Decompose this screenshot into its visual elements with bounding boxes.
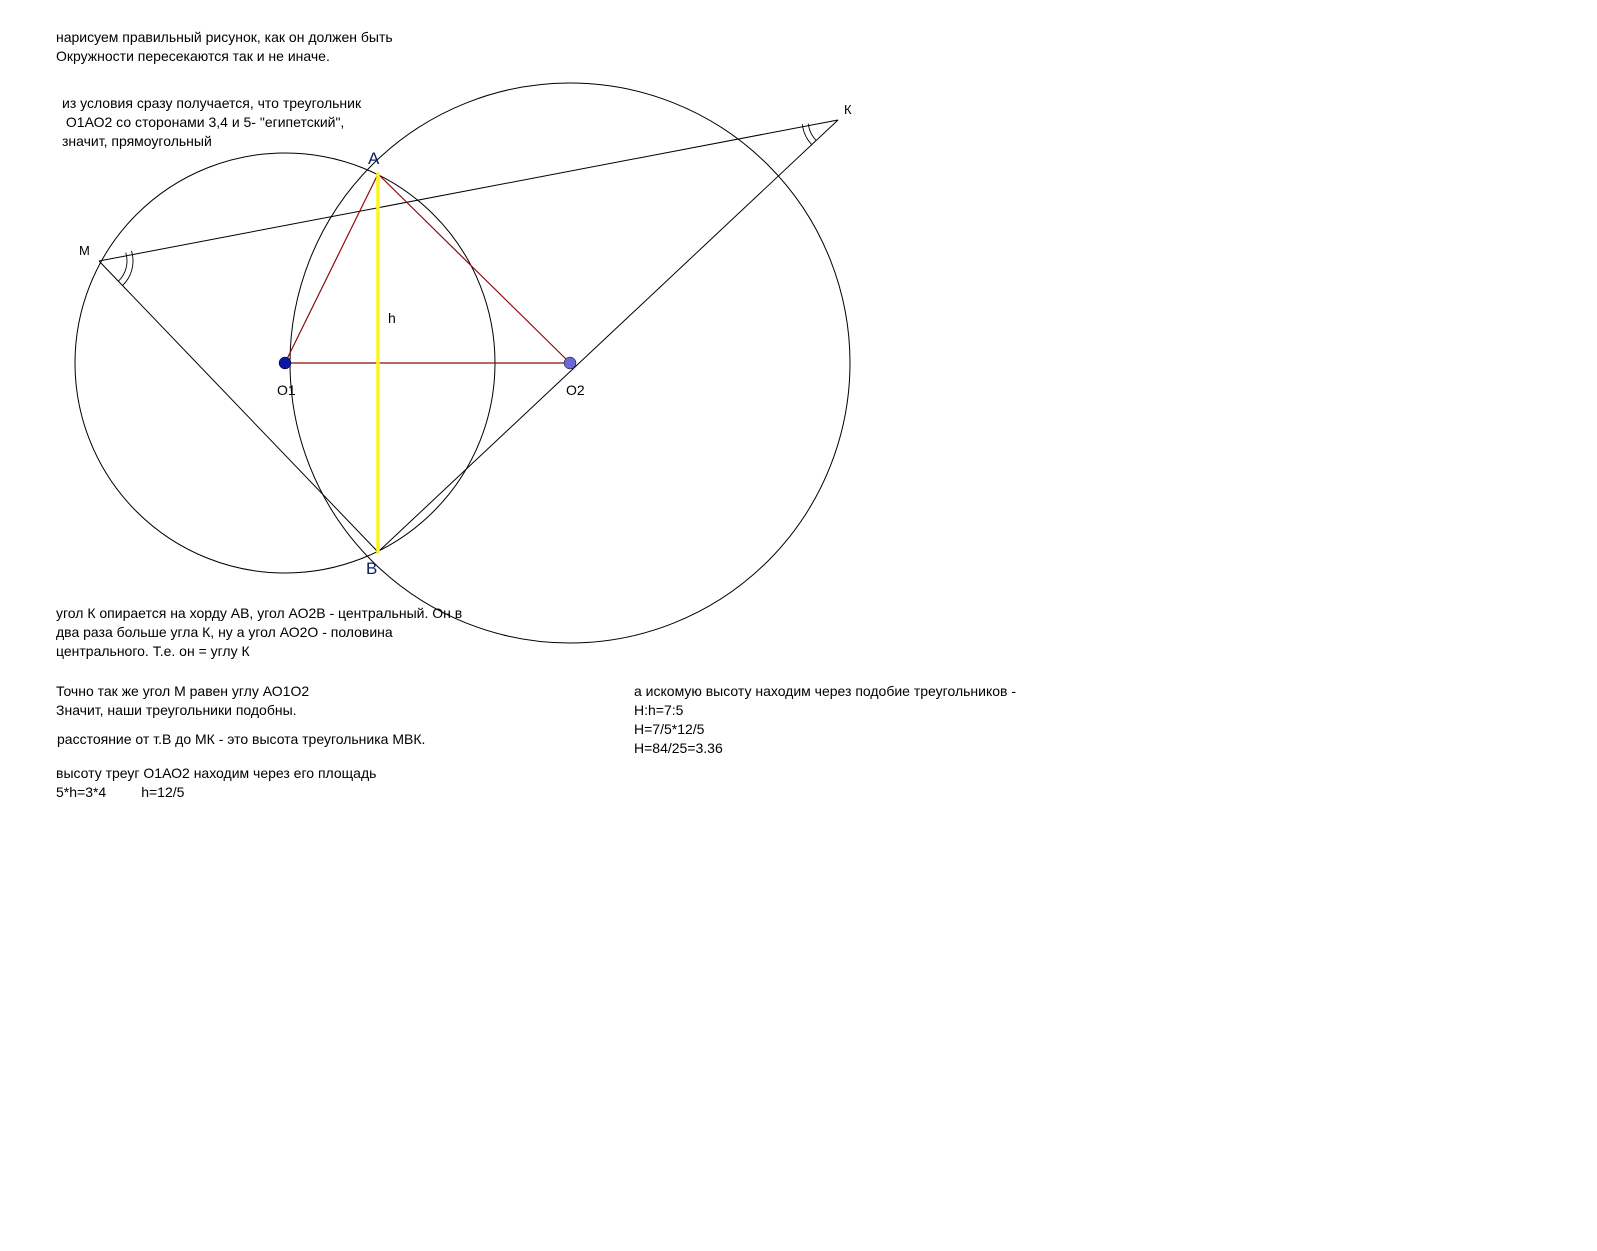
text-right-1: а искомую высоту находим через подобие т… (634, 682, 1016, 758)
label-h: h (388, 310, 396, 326)
label-o1: О1 (277, 382, 296, 398)
text-bottom-3: расстояние от т.В до МК - это высота тре… (57, 730, 425, 749)
angle-arc-k2 (802, 124, 812, 144)
label-a: A (368, 149, 380, 168)
label-k: К (844, 102, 852, 117)
text-bottom-1: угол К опирается на хорду АВ, угол АО2В … (56, 604, 516, 661)
angle-arc-k (808, 123, 816, 140)
dot-o2 (564, 357, 576, 369)
label-o2: О2 (566, 382, 585, 398)
dot-o1 (279, 357, 291, 369)
line-m-b (99, 261, 378, 552)
text-bottom-2: Точно так же угол М равен углу АО1О2 Зна… (56, 682, 309, 720)
line-a-o2 (378, 174, 570, 363)
text-bottom-4: высоту треуг О1АО2 находим через его пло… (56, 764, 376, 802)
label-m: М (79, 243, 90, 258)
text-top-1: нарисуем правильный рисунок, как он долж… (56, 28, 393, 66)
text-top-2: из условия сразу получается, что треугол… (62, 94, 361, 151)
line-o1-a (285, 174, 378, 363)
line-b-k (378, 120, 838, 552)
label-b: B (366, 559, 377, 578)
